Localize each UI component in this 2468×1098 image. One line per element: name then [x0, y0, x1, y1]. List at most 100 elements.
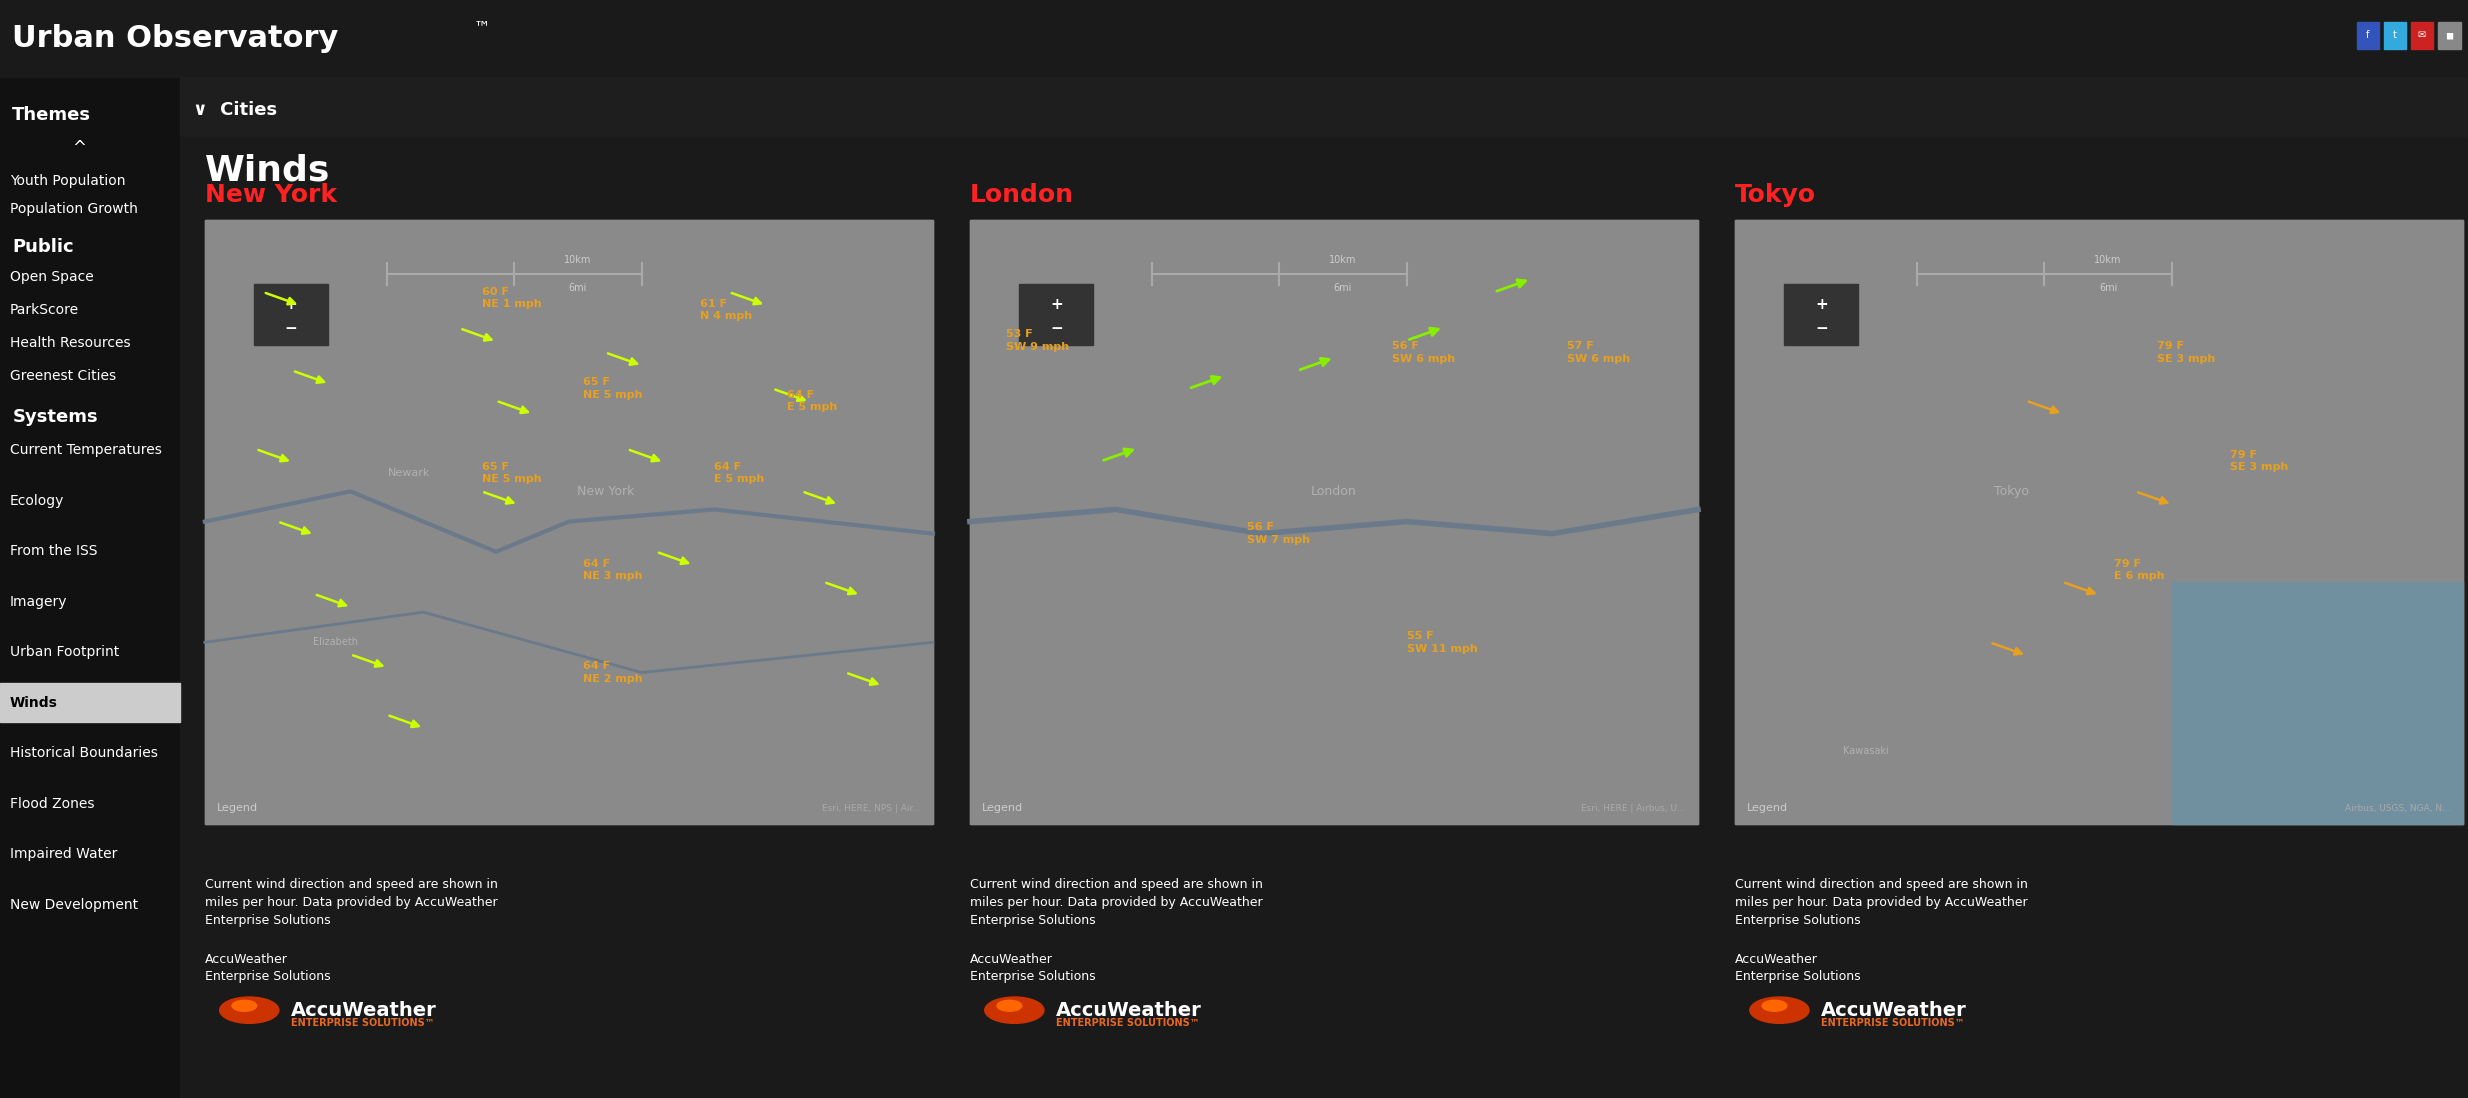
- Bar: [1019, 284, 1093, 345]
- Text: Current wind direction and speed are shown in
miles per hour. Data provided by A: Current wind direction and speed are sho…: [1735, 878, 2029, 928]
- Bar: [0, 0, 180, 1098]
- Text: Health Resources: Health Resources: [10, 336, 131, 349]
- Text: +: +: [284, 296, 299, 312]
- Bar: [180, 137, 2468, 1098]
- Text: 60 F
NE 1 mph: 60 F NE 1 mph: [481, 287, 540, 310]
- Text: Legend: Legend: [217, 803, 259, 813]
- Text: AccuWeather
Enterprise Solutions: AccuWeather Enterprise Solutions: [1735, 953, 1861, 983]
- Text: ENTERPRISE SOLUTIONS™: ENTERPRISE SOLUTIONS™: [1056, 1018, 1199, 1029]
- Text: f: f: [2367, 30, 2369, 41]
- Text: Current Temperatures: Current Temperatures: [10, 444, 163, 457]
- Text: New Development: New Development: [10, 898, 138, 911]
- Text: AccuWeather
Enterprise Solutions: AccuWeather Enterprise Solutions: [205, 953, 331, 983]
- Text: 64 F
E 5 mph: 64 F E 5 mph: [787, 390, 837, 412]
- Text: 55 F
SW 11 mph: 55 F SW 11 mph: [1407, 631, 1478, 653]
- Circle shape: [1750, 997, 1809, 1023]
- Text: t: t: [2394, 30, 2396, 41]
- Text: Current wind direction and speed are shown in
miles per hour. Data provided by A: Current wind direction and speed are sho…: [970, 878, 1264, 928]
- Text: 53 F
SW 9 mph: 53 F SW 9 mph: [1007, 329, 1069, 351]
- Text: From the ISS: From the ISS: [10, 545, 96, 558]
- Text: Youth Population: Youth Population: [10, 175, 126, 188]
- Text: 79 F
SE 3 mph: 79 F SE 3 mph: [2157, 341, 2216, 363]
- Bar: [205, 220, 933, 824]
- Circle shape: [1762, 1000, 1787, 1011]
- Text: AccuWeather: AccuWeather: [1056, 1000, 1202, 1020]
- Text: Kawasaki: Kawasaki: [1844, 746, 1888, 757]
- Text: AccuWeather: AccuWeather: [291, 1000, 437, 1020]
- Text: Current wind direction and speed are shown in
miles per hour. Data provided by A: Current wind direction and speed are sho…: [205, 878, 499, 928]
- Bar: [2384, 22, 2406, 49]
- Text: 10km: 10km: [2095, 255, 2122, 265]
- Text: Legend: Legend: [1747, 803, 1789, 813]
- Text: 79 F
E 6 mph: 79 F E 6 mph: [2113, 559, 2164, 581]
- Text: 56 F
SW 6 mph: 56 F SW 6 mph: [1392, 341, 1456, 363]
- Text: Open Space: Open Space: [10, 270, 94, 283]
- Text: 56 F
SW 7 mph: 56 F SW 7 mph: [1246, 523, 1311, 545]
- Bar: [0, 0, 2468, 77]
- Bar: [0, 683, 180, 722]
- Text: Tokyo: Tokyo: [1735, 183, 1816, 208]
- Text: 57 F
SW 6 mph: 57 F SW 6 mph: [1567, 341, 1629, 363]
- Bar: [1735, 220, 2463, 824]
- Circle shape: [985, 997, 1044, 1023]
- Text: Population Growth: Population Growth: [10, 202, 138, 215]
- Bar: [2438, 22, 2461, 49]
- Text: ™: ™: [474, 19, 491, 36]
- Circle shape: [220, 997, 279, 1023]
- Text: Legend: Legend: [982, 803, 1024, 813]
- Text: AccuWeather: AccuWeather: [1821, 1000, 1967, 1020]
- Text: New York: New York: [578, 485, 634, 497]
- Text: London: London: [1311, 485, 1357, 497]
- Text: ◼: ◼: [2446, 30, 2453, 41]
- Text: Ecology: Ecology: [10, 494, 64, 507]
- Text: Esri, HERE, NPS | Air...: Esri, HERE, NPS | Air...: [822, 804, 921, 813]
- Text: 6mi: 6mi: [568, 283, 587, 293]
- Bar: [2172, 582, 2463, 824]
- Text: 79 F
SE 3 mph: 79 F SE 3 mph: [2231, 450, 2288, 472]
- Text: Urban Footprint: Urban Footprint: [10, 646, 118, 659]
- Text: Airbus, USGS, NGA, N...: Airbus, USGS, NGA, N...: [2345, 804, 2451, 813]
- Text: Systems: Systems: [12, 408, 99, 426]
- Bar: [2411, 22, 2433, 49]
- Text: Elizabeth: Elizabeth: [313, 637, 358, 648]
- Text: ^: ^: [72, 139, 86, 157]
- Text: AccuWeather
Enterprise Solutions: AccuWeather Enterprise Solutions: [970, 953, 1096, 983]
- Text: +: +: [1814, 296, 1829, 312]
- Text: Esri, HERE | Airbus, U...: Esri, HERE | Airbus, U...: [1582, 804, 1686, 813]
- Text: Urban Observatory: Urban Observatory: [12, 24, 338, 53]
- Text: Winds: Winds: [205, 154, 331, 187]
- Text: ParkScore: ParkScore: [10, 303, 79, 316]
- Text: ENTERPRISE SOLUTIONS™: ENTERPRISE SOLUTIONS™: [291, 1018, 434, 1029]
- Text: 10km: 10km: [1330, 255, 1357, 265]
- Text: Themes: Themes: [12, 107, 91, 124]
- Text: +: +: [1049, 296, 1064, 312]
- Text: Winds: Winds: [10, 696, 57, 709]
- Text: ✉: ✉: [2419, 30, 2426, 41]
- Text: Tokyo: Tokyo: [1994, 485, 2029, 497]
- Text: London: London: [970, 183, 1074, 208]
- Text: Newark: Newark: [387, 468, 429, 479]
- Bar: [254, 284, 328, 345]
- Text: 64 F
E 5 mph: 64 F E 5 mph: [716, 462, 765, 484]
- Text: 6mi: 6mi: [1333, 283, 1352, 293]
- Bar: [180, 77, 2468, 137]
- Text: 61 F
N 4 mph: 61 F N 4 mph: [701, 299, 753, 322]
- Text: 65 F
NE 5 mph: 65 F NE 5 mph: [582, 378, 644, 400]
- Text: New York: New York: [205, 183, 336, 208]
- Bar: [970, 220, 1698, 824]
- Text: −: −: [1814, 321, 1829, 336]
- Text: 6mi: 6mi: [2098, 283, 2118, 293]
- Text: Historical Boundaries: Historical Boundaries: [10, 747, 158, 760]
- Text: Flood Zones: Flood Zones: [10, 797, 94, 810]
- Circle shape: [997, 1000, 1022, 1011]
- Text: Impaired Water: Impaired Water: [10, 848, 118, 861]
- Text: ∨  Cities: ∨ Cities: [193, 101, 276, 119]
- Bar: [1784, 284, 1858, 345]
- Text: ENTERPRISE SOLUTIONS™: ENTERPRISE SOLUTIONS™: [1821, 1018, 1965, 1029]
- Text: 64 F
NE 2 mph: 64 F NE 2 mph: [582, 661, 644, 684]
- Circle shape: [232, 1000, 257, 1011]
- Bar: [205, 220, 933, 824]
- Text: 10km: 10km: [565, 255, 592, 265]
- Bar: [970, 220, 1698, 824]
- Text: 64 F
NE 3 mph: 64 F NE 3 mph: [582, 559, 644, 581]
